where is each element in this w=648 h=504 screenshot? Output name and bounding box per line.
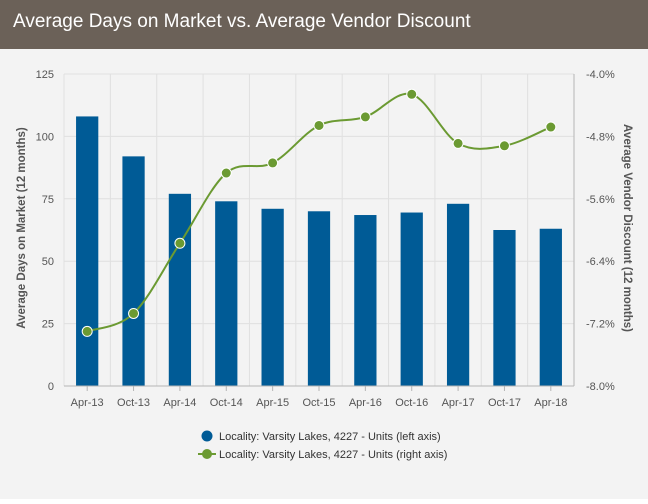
line-point	[313, 119, 325, 131]
right-tick-label: -4.0%	[586, 69, 615, 81]
chart-area: 0 25 50 75 100 125 -8.0% -7.2% -6.4% -5.6% -4.8% -4…	[0, 49, 648, 499]
x-tick-label: Apr-14	[163, 397, 196, 409]
bar-series	[76, 116, 562, 386]
x-tick-label: Apr-15	[256, 397, 289, 409]
line-point	[128, 307, 140, 319]
right-axis-title: Average Vendor Discount (12 months)	[621, 124, 633, 332]
left-tick-label: 25	[42, 319, 54, 331]
x-tick-label: Oct-14	[210, 397, 243, 409]
line-point	[545, 121, 557, 133]
line-point	[359, 111, 371, 123]
x-tick-label: Oct-16	[395, 397, 428, 409]
line-point	[81, 325, 93, 337]
right-tick-label: -5.6%	[586, 194, 615, 206]
line-point	[267, 157, 279, 169]
x-tick-label: Apr-18	[534, 397, 567, 409]
left-tick-label: 100	[36, 131, 54, 143]
line-point	[174, 237, 186, 249]
right-tick-label: -7.2%	[586, 319, 615, 331]
left-tick-label: 125	[36, 69, 54, 81]
chart-title: Average Days on Market vs. Average Vendo…	[13, 11, 471, 32]
line-point	[498, 140, 510, 152]
bar	[446, 203, 470, 386]
bar	[400, 212, 423, 386]
legend-marker-line	[202, 449, 212, 459]
legend-label-line: Locality: Varsity Lakes, 4227 - Units (r…	[219, 449, 447, 461]
bar	[76, 116, 99, 386]
legend: Locality: Varsity Lakes, 4227 - Units (l…	[198, 430, 447, 461]
bar	[539, 228, 562, 386]
bar	[215, 201, 238, 386]
x-tick-label: Apr-17	[442, 397, 475, 409]
x-tick-label: Oct-17	[488, 397, 521, 409]
x-tick-label: Oct-13	[117, 397, 150, 409]
right-tick-label: -4.8%	[586, 131, 615, 143]
left-axis-title: Average Days on Market (12 months)	[16, 127, 28, 329]
x-tick-label: Oct-15	[302, 397, 335, 409]
left-tick-label: 50	[42, 256, 54, 268]
line-point	[220, 167, 232, 179]
left-tick-label: 0	[48, 381, 54, 393]
legend-marker-bars	[201, 430, 213, 442]
axes: 0 25 50 75 100 125 -8.0% -7.2% -6.4% -5.6% -4.8% -4…	[36, 69, 615, 409]
right-tick-label: -6.4%	[586, 256, 615, 268]
line-series	[81, 88, 557, 337]
right-tick-label: -8.0%	[586, 381, 615, 393]
bar	[307, 211, 331, 386]
left-tick-label: 75	[42, 194, 54, 206]
x-tick-label: Apr-13	[71, 397, 104, 409]
legend-item-line[interactable]: Locality: Varsity Lakes, 4227 - Units (r…	[198, 449, 447, 461]
title-bar: Average Days on Market vs. Average Vendo…	[0, 0, 648, 49]
line-point	[452, 137, 464, 149]
x-tick-label: Apr-16	[349, 397, 382, 409]
line-point	[406, 88, 418, 100]
bar	[493, 230, 516, 386]
legend-item-bars[interactable]: Locality: Varsity Lakes, 4227 - Units (l…	[201, 430, 441, 444]
bar	[122, 156, 145, 386]
bar	[354, 215, 377, 386]
combo-chart: 0 25 50 75 100 125 -8.0% -7.2% -6.4% -5.6% -4.8% -4…	[0, 49, 648, 499]
bar	[261, 208, 284, 386]
bar	[168, 193, 192, 386]
legend-label-bars: Locality: Varsity Lakes, 4227 - Units (l…	[219, 431, 441, 443]
